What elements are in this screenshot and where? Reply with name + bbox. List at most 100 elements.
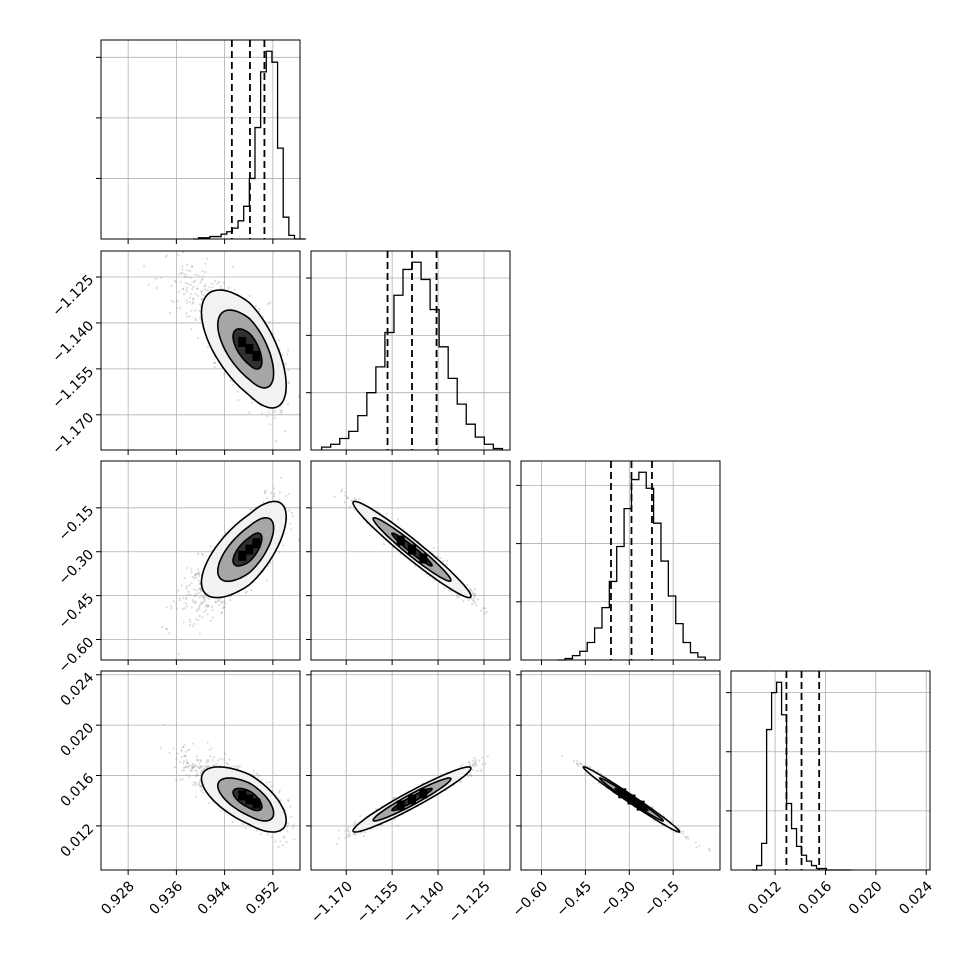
sample-point xyxy=(206,764,210,768)
sample-point xyxy=(192,280,195,284)
sample-point xyxy=(177,653,180,656)
sample-point xyxy=(197,552,200,555)
sample-point xyxy=(283,835,286,838)
sample-point xyxy=(473,587,477,591)
sample-point xyxy=(192,297,195,300)
sample-point xyxy=(186,766,190,769)
density-core xyxy=(245,794,254,805)
sample-point xyxy=(292,826,295,830)
sample-point xyxy=(196,758,199,762)
histogram-panel-1 xyxy=(306,250,511,455)
sample-point xyxy=(376,509,379,512)
sample-point xyxy=(233,765,237,768)
panel-frame xyxy=(520,460,721,661)
sample-point xyxy=(194,795,197,798)
sample-point xyxy=(287,349,290,352)
sample-point xyxy=(190,265,194,269)
sample-point xyxy=(290,528,293,531)
sample-point xyxy=(203,598,206,601)
sample-point xyxy=(190,309,193,312)
sample-point xyxy=(192,781,196,784)
sample-point xyxy=(218,604,221,607)
sample-point xyxy=(200,297,203,300)
sample-point xyxy=(445,563,448,566)
sample-point xyxy=(177,589,180,592)
sample-point xyxy=(160,625,164,629)
sample-point xyxy=(275,440,278,443)
sample-point xyxy=(472,600,475,603)
sample-point xyxy=(287,493,290,496)
sample-point xyxy=(194,764,198,767)
sample-point xyxy=(267,411,270,414)
sample-point xyxy=(382,543,386,546)
sample-point xyxy=(178,596,181,600)
sample-point xyxy=(272,332,275,335)
sample-point xyxy=(182,766,185,769)
sample-point xyxy=(200,552,204,555)
sample-point xyxy=(255,829,258,832)
panel-content xyxy=(160,476,300,656)
sample-point xyxy=(167,632,170,635)
sample-point xyxy=(182,288,185,291)
sample-point xyxy=(286,830,289,833)
sample-point xyxy=(270,835,274,838)
sample-point xyxy=(206,741,209,744)
sample-point xyxy=(174,281,177,284)
sample-point xyxy=(222,599,226,603)
sample-point xyxy=(223,606,226,609)
sample-point xyxy=(222,605,225,608)
sample-point xyxy=(191,264,194,268)
sample-point xyxy=(235,766,239,770)
sample-point xyxy=(224,752,227,755)
sample-point xyxy=(358,498,361,501)
sample-point xyxy=(210,747,213,750)
scatter-panel-0-1 xyxy=(96,243,301,455)
sample-point xyxy=(165,254,168,257)
density-core xyxy=(252,538,261,549)
sample-point xyxy=(185,597,188,600)
sample-point xyxy=(197,572,200,575)
sample-point xyxy=(287,380,290,384)
sample-point xyxy=(186,765,190,768)
histogram-panel-0 xyxy=(96,39,306,244)
density-core xyxy=(245,343,254,354)
sample-point xyxy=(474,601,477,604)
density-core xyxy=(238,790,247,801)
sample-point xyxy=(226,763,229,766)
sample-point xyxy=(184,766,187,769)
sample-point xyxy=(212,764,216,767)
sample-point xyxy=(184,602,188,605)
sample-point xyxy=(184,750,188,753)
sample-point xyxy=(180,750,183,753)
sample-point xyxy=(183,754,186,757)
sample-point xyxy=(203,610,206,614)
sample-point xyxy=(199,765,202,768)
sample-point xyxy=(196,337,199,340)
sample-point xyxy=(261,412,264,415)
sample-point xyxy=(197,591,200,595)
sample-point xyxy=(195,775,198,778)
sample-point xyxy=(473,593,476,596)
sample-point xyxy=(219,597,222,600)
sample-point xyxy=(194,602,197,605)
sample-point xyxy=(228,758,231,761)
sample-point xyxy=(209,243,211,245)
sample-point xyxy=(213,365,216,369)
sample-point xyxy=(189,283,192,286)
sample-point xyxy=(192,783,195,787)
sample-point xyxy=(176,752,179,755)
sample-point xyxy=(196,773,199,776)
sample-point xyxy=(483,612,487,615)
sample-point xyxy=(175,778,178,782)
sample-point xyxy=(195,319,198,322)
sample-point xyxy=(169,604,173,608)
sample-point xyxy=(204,765,207,768)
sample-point xyxy=(472,598,475,602)
sample-point xyxy=(206,605,209,609)
sample-point xyxy=(198,596,201,599)
sample-point xyxy=(176,607,179,610)
sample-point xyxy=(186,761,189,764)
sample-point xyxy=(193,766,196,769)
sample-point xyxy=(211,605,214,608)
sample-point xyxy=(180,584,184,587)
